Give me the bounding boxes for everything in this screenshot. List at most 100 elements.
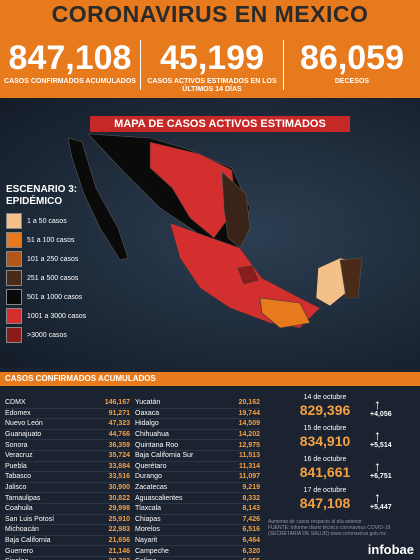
state-name: Zacatecas	[135, 484, 168, 492]
state-cases: 14,202	[238, 431, 260, 439]
brand: infobae	[367, 542, 414, 557]
state-name: Baja California Sur	[135, 452, 194, 460]
table-row: Hidalgo 14,509	[135, 419, 260, 430]
state-name: CDMX	[5, 399, 26, 407]
table-row: Coahuila 29,998	[5, 504, 130, 515]
daily-total: 834,910	[299, 433, 351, 449]
state-name: Aguascalientes	[135, 494, 183, 502]
source: FUENTE: Informe diario técnico coronavir…	[268, 525, 391, 537]
state-cases: 20,702	[109, 558, 130, 560]
table-column: CDMX 146,167 Edomex 91,271 Nuevo León 47,323 G…	[5, 398, 130, 560]
state-name: Nuevo León	[5, 420, 43, 428]
quintana-roo	[339, 257, 363, 299]
table-row: Guerrero 21,146	[5, 546, 130, 557]
state-cases: 21,656	[108, 537, 130, 545]
state-cases: 6,464	[242, 537, 260, 545]
state-cases: 6,320	[242, 547, 260, 555]
daily-total: 829,396	[299, 402, 351, 418]
legend-item: 251 a 500 casos	[6, 270, 79, 286]
table-row: Colima 6,055	[135, 557, 260, 560]
legend-swatch	[6, 308, 22, 324]
legend-item: 51 a 100 casos	[6, 232, 75, 248]
state-name: Durango	[135, 473, 162, 481]
daily-increase: +6,751	[370, 473, 392, 480]
state-cases: 7,426	[242, 515, 260, 523]
state-name: Morelos	[135, 526, 160, 534]
daily-increase: +5,514	[370, 442, 392, 449]
legend-item: 1 a 50 casos	[6, 213, 67, 229]
state-cases: 22,983	[108, 526, 130, 534]
daily-increase: +4,056	[370, 411, 392, 418]
state-cases: 19,744	[238, 409, 260, 417]
stat-label: CASOS CONFIRMADOS ACUMULADOS	[4, 78, 136, 85]
state-name: Quintana Roo	[135, 441, 179, 449]
state-name: Tlaxcala	[135, 505, 162, 513]
legend-swatch	[6, 270, 22, 286]
legend-swatch	[6, 327, 22, 343]
table-row: Nayarit 6,464	[135, 536, 260, 547]
state-name: Hidalgo	[135, 420, 159, 428]
table-column: Yucatán 20,162 Oaxaca 19,744 Hidalgo 14,509 Ch…	[135, 398, 260, 560]
table-row: Puebla 33,884	[5, 462, 130, 473]
state-cases: 29,998	[108, 505, 130, 513]
stat: 847,108 CASOS CONFIRMADOS ACUMULADOS	[0, 28, 140, 98]
legend-item: >3000 casos	[6, 327, 67, 343]
legend-label: 251 a 500 casos	[27, 274, 79, 282]
table-row: Morelos 6,516	[135, 525, 260, 536]
state-cases: 44,766	[108, 431, 130, 439]
increase-arrow: ↑	[374, 396, 381, 412]
state-name: Querétaro	[135, 462, 167, 470]
state-cases: 33,516	[108, 473, 130, 481]
state-cases: 30,900	[108, 484, 130, 492]
table-row: Sinaloa 20,702	[5, 557, 130, 560]
title: CORONAVIRUS EN MEXICO	[51, 1, 369, 27]
legend-swatch	[6, 251, 22, 267]
legend-label: 501 a 1000 casos	[27, 293, 83, 301]
table-row: Durango 11,097	[135, 472, 260, 483]
table-row: Veracruz 35,724	[5, 451, 130, 462]
legend-label: 101 a 250 casos	[27, 255, 79, 263]
map-title: MAPA DE CASOS ACTIVOS ESTIMADOS	[90, 116, 350, 132]
date-label: 16 de octubre	[303, 456, 347, 463]
oaxaca	[259, 297, 311, 329]
state-cases: 33,884	[108, 462, 130, 470]
state-cases: 12,975	[238, 441, 260, 449]
state-cases: 6,516	[242, 526, 260, 534]
state-cases: 11,314	[238, 462, 260, 470]
table-row: Guanajuato 44,766	[5, 430, 130, 441]
table-row: Sonora 36,359	[5, 440, 130, 451]
state-name: Michoacán	[5, 526, 39, 534]
date-label: 17 de octubre	[303, 487, 347, 494]
state-name: Chiapas	[135, 515, 161, 523]
state-name: Nayarit	[135, 537, 158, 545]
state-name: Veracruz	[5, 452, 33, 460]
stat: 86,059 DECESOS	[284, 28, 420, 98]
state-name: Guerrero	[5, 547, 34, 555]
state-cases: 91,271	[108, 409, 130, 417]
state-name: Sinaloa	[5, 558, 28, 560]
state-cases: 21,146	[108, 547, 130, 555]
table-title-bar	[0, 372, 420, 386]
state-name: Puebla	[5, 462, 27, 470]
state-cases: 36,359	[108, 441, 130, 449]
legend-label: 1 a 50 casos	[27, 217, 67, 225]
state-name: San Luis Potosí	[5, 515, 55, 523]
table-row: Baja California Sur 11,513	[135, 451, 260, 462]
table-row: Quintana Roo 12,975	[135, 440, 260, 451]
state-cases: 146,167	[104, 399, 130, 407]
legend-label: 51 a 100 casos	[27, 236, 75, 244]
table-row: CDMX 146,167	[5, 398, 130, 409]
state-cases: 8,143	[242, 505, 260, 513]
stat: 45,199 CASOS ACTIVOS ESTIMADOS EN LOS ÚLT…	[141, 28, 283, 98]
state-name: Tabasco	[5, 473, 32, 481]
increase-note: Aumento de casos respecto al día anterio…	[268, 519, 362, 525]
table-row: Oaxaca 19,744	[135, 409, 260, 420]
state-cases: 9,219	[242, 484, 260, 492]
state-cases: 14,509	[238, 420, 260, 428]
stat-label: DECESOS	[334, 78, 370, 85]
state-name: Jalisco	[5, 484, 27, 492]
table-row: Tabasco 33,516	[5, 472, 130, 483]
table-row: Chiapas 7,426	[135, 515, 260, 526]
state-cases: 11,097	[238, 473, 260, 481]
